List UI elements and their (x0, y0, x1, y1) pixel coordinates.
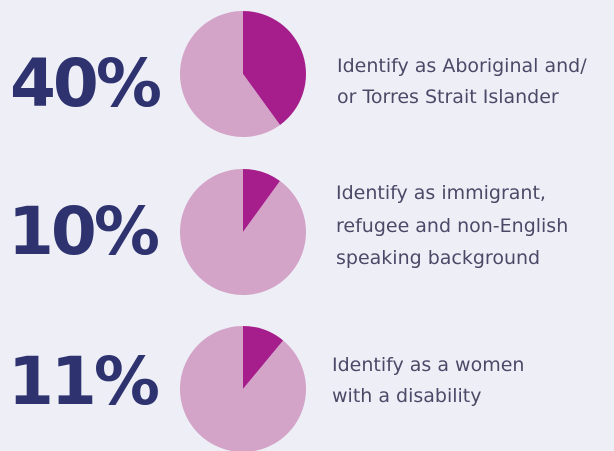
pie-slice (243, 326, 284, 389)
pie-slice (180, 326, 306, 451)
pie-slice (179, 169, 306, 296)
caption-line: or Torres Strait Islander (337, 86, 559, 108)
caption-line: speaking background (336, 247, 540, 269)
caption-line: refugee and non-English (336, 215, 568, 237)
big-percent: 11% (8, 343, 159, 420)
caption-line: Identify as Aboriginal and/ (337, 55, 587, 77)
pie-slice (243, 11, 307, 125)
caption-line: Identify as a women (332, 354, 524, 376)
caption-line: with a disability (332, 385, 482, 407)
big-percent: 40% (10, 45, 161, 122)
pie-slice (243, 169, 281, 232)
caption-line: Identify as immigrant, (336, 182, 546, 204)
pie-slice (180, 11, 281, 137)
big-percent: 10% (8, 193, 159, 270)
